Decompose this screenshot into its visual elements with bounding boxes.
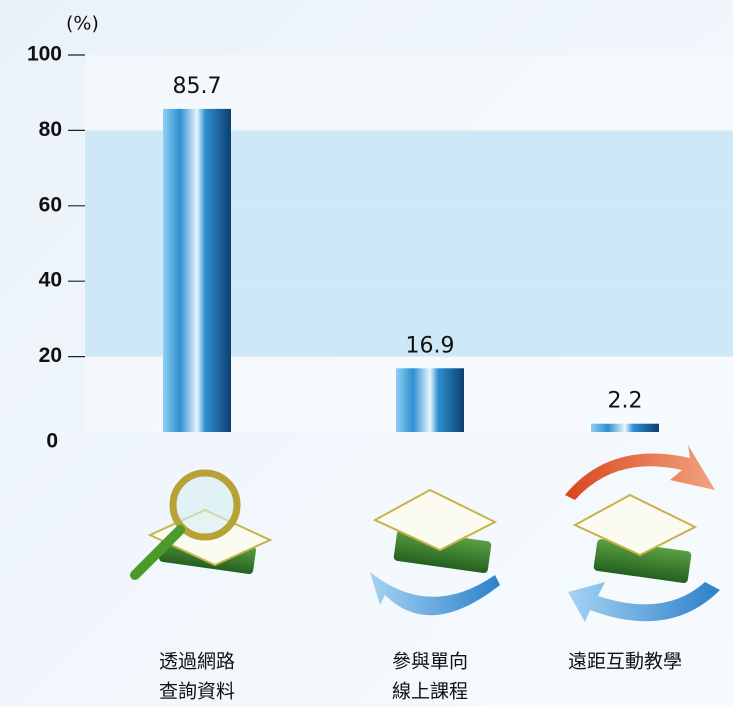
bar bbox=[163, 108, 231, 432]
x-category-label: 線上課程 bbox=[392, 681, 468, 703]
y-tick-label: 0 bbox=[46, 430, 58, 453]
y-tick-label: 60 bbox=[39, 193, 62, 216]
value-label: 2.2 bbox=[608, 389, 643, 414]
y-tick-label: 100 bbox=[27, 43, 62, 66]
y-tick-label: 40 bbox=[39, 269, 62, 292]
y-tick-label: 20 bbox=[39, 344, 62, 367]
icon-search bbox=[130, 469, 273, 580]
y-axis-unit: (%) bbox=[66, 13, 99, 35]
icon-book-interactive bbox=[565, 445, 720, 622]
value-label: 85.7 bbox=[173, 74, 222, 99]
x-category-label: 參與單向 bbox=[392, 651, 468, 673]
bar bbox=[591, 423, 659, 432]
icon-book-oneway bbox=[370, 488, 500, 616]
bar bbox=[396, 368, 464, 432]
x-category-label: 遠距互動教學 bbox=[568, 651, 682, 673]
x-category-label: 透過網路 bbox=[159, 651, 235, 673]
value-label: 16.9 bbox=[406, 333, 455, 358]
y-tick-label: 80 bbox=[39, 118, 62, 141]
x-category-label: 查詢資料 bbox=[159, 681, 235, 703]
